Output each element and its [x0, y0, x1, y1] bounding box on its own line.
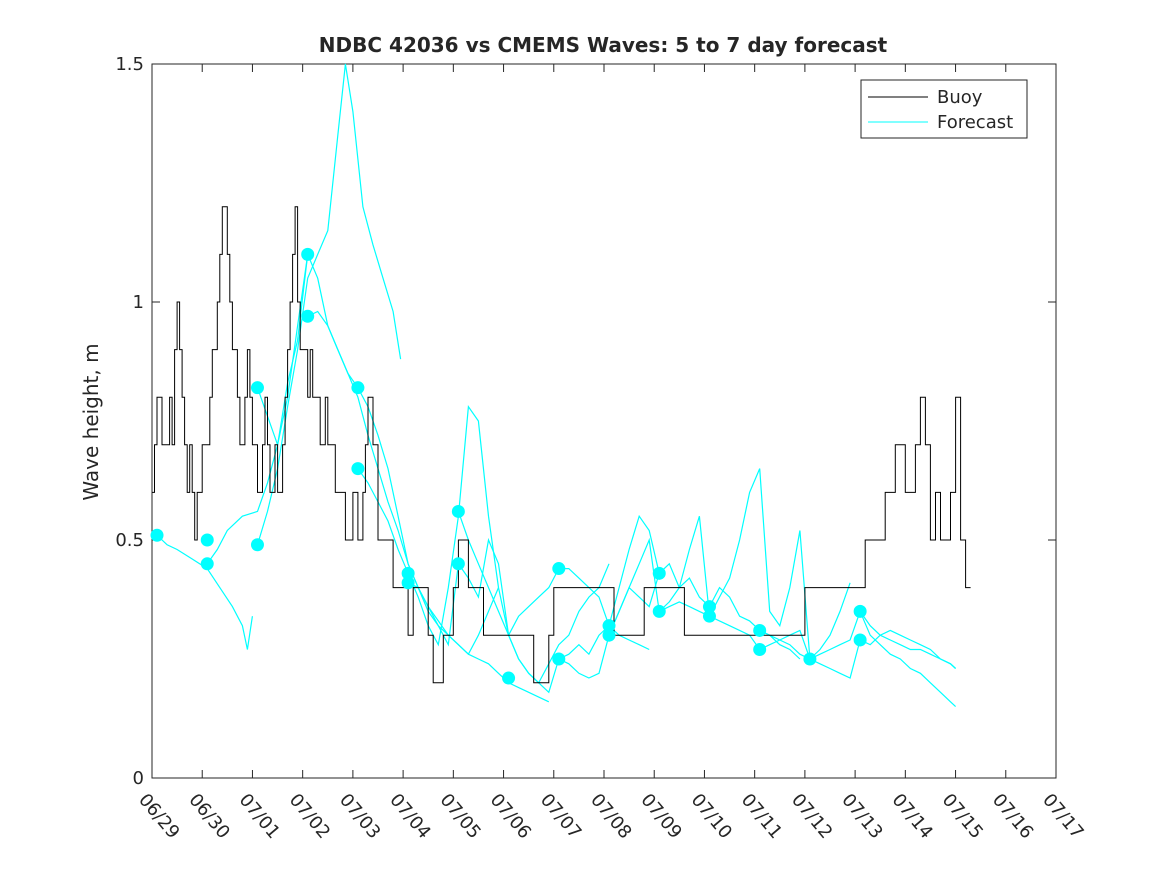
legend-label-forecast: Forecast [937, 112, 1013, 133]
forecast-marker [552, 562, 566, 576]
y-tick-label: 0 [133, 768, 144, 789]
forecast-marker [502, 671, 516, 685]
forecast-line [256, 63, 402, 545]
forecast-marker [200, 533, 214, 547]
forecast-marker [401, 576, 415, 590]
forecast-marker [451, 504, 465, 518]
forecast-marker [401, 566, 415, 580]
forecast-marker [753, 623, 767, 637]
forecast-marker [150, 528, 164, 542]
forecast-marker [351, 462, 365, 476]
forecast-line [357, 405, 610, 684]
forecast-marker [853, 633, 867, 647]
legend: Buoy Forecast [860, 79, 1028, 139]
forecast-marker [652, 604, 666, 618]
forecast-marker [602, 628, 616, 642]
legend-label-buoy: Buoy [937, 87, 983, 108]
forecast-markers [150, 247, 867, 685]
forecast-marker [702, 609, 716, 623]
forecast-marker [552, 652, 566, 666]
y-tick-label: 1.5 [115, 54, 144, 75]
forecast-marker [301, 247, 315, 261]
forecast-marker [803, 652, 817, 666]
chart-title: NDBC 42036 vs CMEMS Waves: 5 to 7 day fo… [319, 33, 888, 57]
forecast-marker [652, 566, 666, 580]
legend-box [860, 79, 1028, 139]
forecast-marker [451, 557, 465, 571]
forecast-line [859, 611, 957, 669]
forecast-marker [853, 604, 867, 618]
forecast-marker [602, 619, 616, 633]
forecast-marker [753, 642, 767, 656]
forecast-marker [351, 381, 365, 395]
forecast-marker [250, 381, 264, 395]
forecast-marker [301, 309, 315, 323]
forecast-marker [250, 538, 264, 552]
buoy-line [152, 206, 971, 684]
forecast-marker [702, 600, 716, 614]
forecast-line [156, 534, 253, 650]
y-axis-label: Wave height, m [79, 343, 103, 500]
forecast-marker [200, 557, 214, 571]
y-tick-label: 0.5 [115, 530, 144, 551]
plot-area [151, 63, 1057, 779]
forecast-line [457, 511, 650, 651]
y-tick-label: 1 [133, 292, 144, 313]
